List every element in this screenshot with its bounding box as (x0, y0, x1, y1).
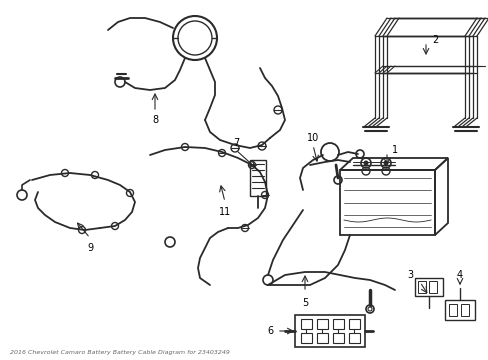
Text: 7: 7 (232, 138, 239, 148)
Bar (460, 304, 468, 316)
Bar (448, 304, 456, 316)
Text: 5: 5 (301, 298, 307, 308)
Bar (316, 319, 327, 329)
Bar (348, 319, 359, 329)
Bar (417, 281, 425, 293)
Text: 2: 2 (431, 35, 437, 45)
Text: 1: 1 (391, 145, 397, 155)
Bar (339, 170, 434, 235)
Bar (414, 278, 442, 296)
Bar (444, 300, 474, 320)
Text: 9: 9 (87, 243, 93, 253)
Bar (301, 319, 311, 329)
Bar (301, 333, 311, 343)
Bar (249, 160, 265, 196)
Circle shape (367, 307, 371, 311)
Text: 3: 3 (406, 270, 412, 280)
Bar (332, 319, 343, 329)
Text: 8: 8 (152, 115, 158, 125)
Text: 2016 Chevrolet Camaro Battery Battery Cable Diagram for 23403249: 2016 Chevrolet Camaro Battery Battery Ca… (10, 350, 229, 355)
Circle shape (383, 161, 387, 166)
Text: 10: 10 (306, 133, 319, 143)
Circle shape (363, 161, 368, 166)
Text: 11: 11 (219, 207, 231, 217)
Bar (332, 333, 343, 343)
Bar (348, 333, 359, 343)
Bar (428, 281, 436, 293)
Bar (294, 315, 364, 347)
Bar (316, 333, 327, 343)
Text: 4: 4 (456, 270, 462, 280)
Text: 6: 6 (266, 326, 272, 336)
